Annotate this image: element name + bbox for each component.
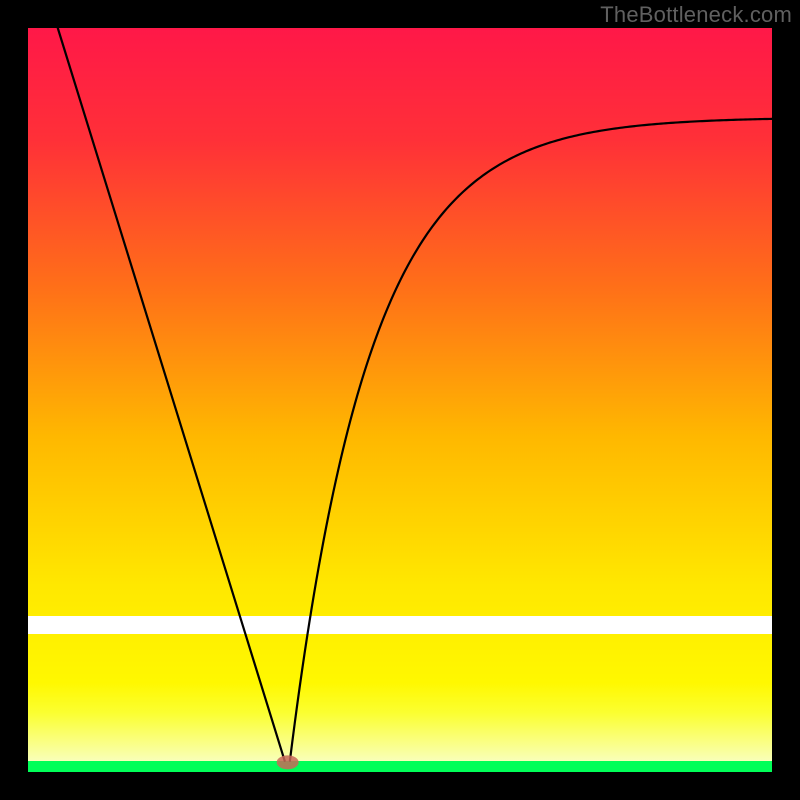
optimum-marker (277, 755, 299, 769)
curve-right-branch (290, 119, 772, 761)
chart-frame: TheBottleneck.com (0, 0, 800, 800)
bottleneck-curve (0, 0, 800, 800)
watermark-text: TheBottleneck.com (600, 2, 792, 28)
curve-left-branch (58, 28, 285, 761)
